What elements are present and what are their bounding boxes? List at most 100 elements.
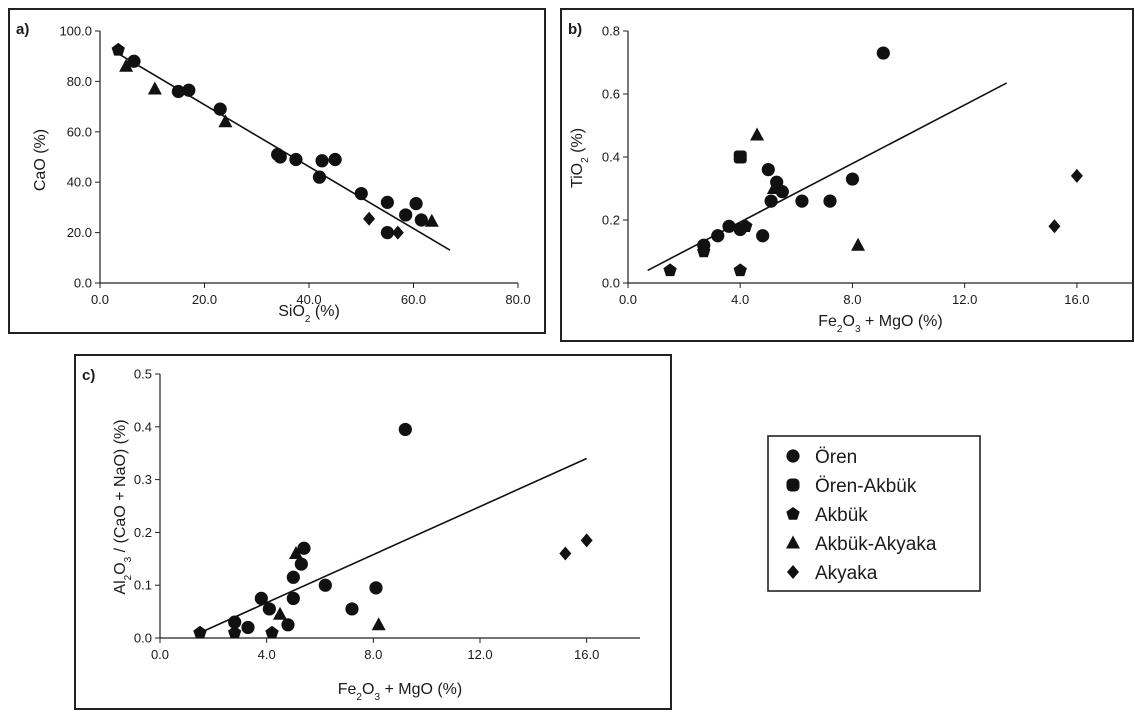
x-tick-label: 60.0 bbox=[401, 292, 426, 307]
x-tick-label: 40.0 bbox=[296, 292, 321, 307]
x-axis-title: Fe2O3 + MgO (%) bbox=[818, 313, 942, 335]
data-point-triangle bbox=[289, 546, 303, 560]
x-tick-label: 16.0 bbox=[1064, 292, 1089, 307]
data-point-pentagon bbox=[265, 625, 279, 639]
data-point-circle bbox=[315, 154, 329, 168]
data-point-triangle bbox=[750, 127, 765, 141]
legend-marker-triangle bbox=[786, 535, 800, 549]
data-point-circle bbox=[380, 195, 394, 209]
panel-a: a) 0.0 20.0 40.0 60.0 80.0 0.0 20.0 40.0 60.0 80.0… bbox=[8, 8, 546, 334]
data-point-pentagon bbox=[228, 625, 242, 639]
data-point-circle bbox=[398, 422, 412, 437]
y-tick-label: 0.2 bbox=[134, 525, 152, 540]
data-point-pentagon bbox=[739, 219, 753, 232]
data-point-circle bbox=[318, 578, 332, 592]
data-point-circle bbox=[756, 229, 770, 243]
data-point-diamond bbox=[559, 546, 572, 561]
y-tick-label: 0.8 bbox=[602, 24, 620, 39]
data-point-triangle bbox=[273, 606, 287, 620]
legend-label: Ören-Akbük bbox=[815, 476, 917, 497]
y-tick-label: 0.4 bbox=[602, 150, 620, 165]
data-point-circle bbox=[312, 170, 327, 184]
legend-item: Ören-Akbük bbox=[786, 476, 917, 497]
data-point-circle bbox=[369, 581, 383, 595]
panel-frame bbox=[560, 8, 1134, 342]
x-tick-label: 80.0 bbox=[505, 292, 530, 307]
data-point-triangle bbox=[424, 213, 439, 227]
data-point-square bbox=[733, 150, 747, 164]
legend-marker-circle bbox=[786, 449, 800, 463]
data-point-pentagon bbox=[193, 625, 207, 639]
data-point-circle bbox=[262, 602, 276, 616]
y-tick-label: 0.0 bbox=[134, 631, 152, 646]
legend-label: Ören bbox=[815, 447, 857, 468]
data-point-circle bbox=[297, 541, 311, 555]
x-tick-label: 4.0 bbox=[731, 292, 749, 307]
data-point-diamond bbox=[391, 225, 404, 240]
legend-item: Akbük-Akyaka bbox=[786, 534, 937, 555]
data-point-circle bbox=[228, 615, 242, 629]
data-point-circle bbox=[286, 570, 300, 584]
panel-label: a) bbox=[16, 21, 29, 38]
data-point-circle bbox=[711, 229, 725, 243]
x-tick-label: 16.0 bbox=[574, 647, 599, 662]
data-point-circle bbox=[399, 208, 413, 222]
legend-box bbox=[767, 435, 981, 592]
data-point-pentagon bbox=[733, 263, 747, 277]
y-axis-title: CaO (%) bbox=[32, 129, 49, 191]
data-point-circle bbox=[845, 172, 860, 186]
legend-marker-rounded-square bbox=[786, 478, 800, 492]
y-tick-label: 100.0 bbox=[59, 24, 92, 39]
data-point-circle bbox=[409, 197, 423, 211]
panel-label: c) bbox=[82, 367, 95, 384]
data-point-circle bbox=[414, 213, 428, 227]
y-tick-label: 0.3 bbox=[134, 472, 152, 487]
y-axis-title: TiO2 (%) bbox=[569, 128, 591, 188]
data-point-circle bbox=[876, 46, 890, 60]
data-point-circle bbox=[171, 84, 185, 99]
y-tick-label: 0.0 bbox=[74, 276, 92, 291]
y-tick-label: 0.6 bbox=[602, 87, 620, 102]
data-point-circle bbox=[761, 163, 775, 177]
legend-item: Akbük bbox=[786, 505, 868, 526]
data-point-circle bbox=[722, 219, 736, 233]
data-point-triangle bbox=[147, 81, 162, 95]
data-point-circle bbox=[775, 185, 789, 199]
legend: Ören Ören-Akbük Akbük Akbük-Akyaka Akyaka bbox=[767, 435, 981, 592]
data-point-circle bbox=[241, 620, 255, 635]
data-point-circle bbox=[764, 194, 778, 208]
y-tick-label: 0.4 bbox=[134, 419, 152, 434]
data-point-circle bbox=[294, 557, 308, 571]
data-point-circle bbox=[328, 152, 342, 167]
data-point-diamond bbox=[1070, 168, 1083, 183]
data-point-circle bbox=[354, 186, 368, 201]
panel-frame bbox=[74, 354, 672, 710]
y-tick-label: 0.1 bbox=[134, 578, 152, 593]
data-point-pentagon bbox=[111, 42, 125, 56]
legend-label: Akbük bbox=[815, 505, 868, 526]
data-point-circle bbox=[286, 591, 300, 606]
panel-label: b) bbox=[568, 21, 582, 38]
data-point-triangle bbox=[218, 114, 233, 128]
x-tick-label: 8.0 bbox=[843, 292, 861, 307]
y-tick-label: 20.0 bbox=[67, 225, 92, 240]
panel-b: b) 0.0 4.0 8.0 12.0 16.0 0.0 0.2 0.4 0.6 0.8 Fe2O3 … bbox=[560, 8, 1134, 342]
data-point-circle bbox=[182, 83, 196, 97]
data-point-diamond bbox=[363, 211, 376, 226]
x-axis-title: SiO2 (%) bbox=[278, 303, 340, 325]
data-point-circle bbox=[795, 194, 809, 208]
data-point-pentagon bbox=[697, 244, 711, 258]
x-tick-label: 12.0 bbox=[952, 292, 977, 307]
data-point-triangle bbox=[371, 617, 386, 631]
legend-label: Akbük-Akyaka bbox=[815, 534, 937, 555]
data-point-circle bbox=[345, 602, 359, 616]
y-tick-label: 0.0 bbox=[602, 276, 620, 291]
y-tick-label: 80.0 bbox=[67, 74, 92, 89]
x-axis-title: Fe2O3 + MgO (%) bbox=[338, 681, 462, 703]
data-point-circle bbox=[823, 194, 837, 208]
x-tick-label: 0.0 bbox=[91, 292, 109, 307]
x-tick-label: 4.0 bbox=[258, 647, 276, 662]
panel-frame bbox=[8, 8, 546, 334]
data-point-pentagon bbox=[663, 263, 677, 277]
